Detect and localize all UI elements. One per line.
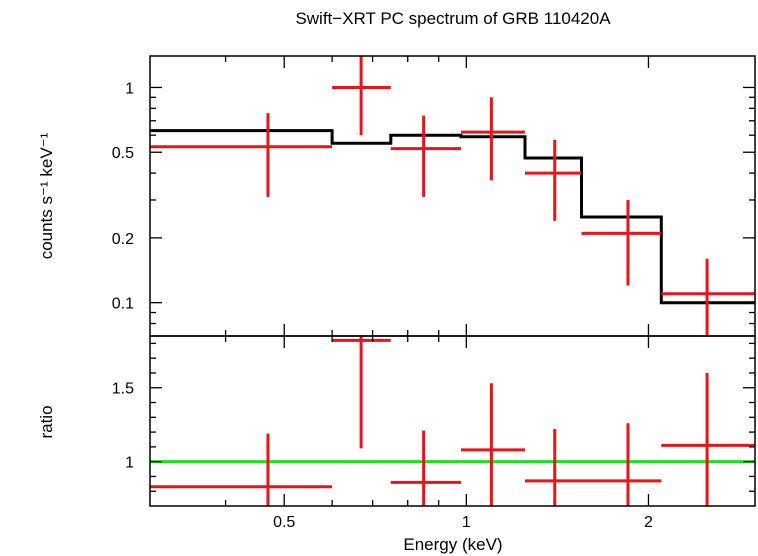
y-tick-label: 1 (125, 80, 134, 97)
spectrum-axis-ticks: 0.1 0.2 0.5 1 (112, 56, 755, 336)
ratio-data-point (150, 433, 333, 506)
ratio-data-point (661, 372, 755, 506)
model-step-line (150, 129, 755, 305)
spectrum-data-points (150, 56, 755, 336)
ratio-data-point (524, 429, 582, 506)
spectrum-data-point (661, 258, 755, 336)
y-tick-label: 0.5 (112, 145, 134, 162)
x-tick-label: 0.5 (273, 514, 295, 531)
ratio-data-point (332, 336, 391, 449)
spectrum-data-point (390, 115, 462, 197)
ratio-data-point (390, 430, 462, 506)
ratio-data-points (150, 336, 755, 506)
chart-title: Swift−XRT PC spectrum of GRB 110420A (295, 9, 611, 28)
spectrum-data-point (581, 199, 662, 286)
ratio-y-axis-label: ratio (37, 405, 56, 438)
ratio-data-point (461, 383, 525, 506)
x-tick-label: 1 (462, 514, 471, 531)
spectrum-data-point (524, 139, 582, 221)
ratio-axis-ticks: 11.5 (112, 336, 755, 506)
x-tick-label: 2 (644, 514, 653, 531)
y-tick-label: 1 (125, 455, 134, 472)
x-axis-label: Energy (keV) (403, 535, 502, 554)
model-step-path (150, 129, 755, 305)
spectrum-data-point (461, 97, 525, 181)
y-tick-label: 0.1 (112, 296, 134, 313)
y-tick-label: 1.5 (112, 381, 134, 398)
spectrum-data-point (150, 113, 333, 197)
spectrum-data-point (332, 56, 391, 136)
x-axis-tick-labels: 0.5 1 2 (273, 514, 653, 531)
spectrum-panel: 0.1 0.2 0.5 1 counts s⁻¹ keV⁻¹ (37, 55, 756, 337)
y-tick-label: 0.2 (112, 231, 134, 248)
ratio-panel: 11.5 ratio (37, 335, 756, 507)
spectrum-y-axis-label: counts s⁻¹ keV⁻¹ (37, 132, 56, 259)
ratio-frame (149, 335, 756, 507)
ratio-data-point (581, 423, 662, 506)
